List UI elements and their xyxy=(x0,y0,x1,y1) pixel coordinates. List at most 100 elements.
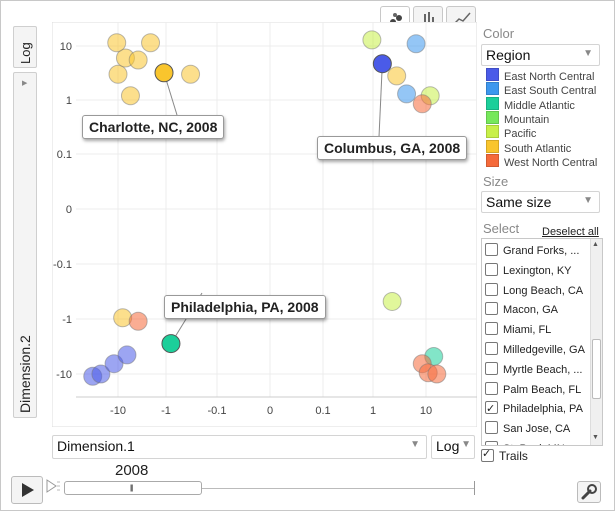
select-checkbox[interactable] xyxy=(485,399,498,419)
legend-item[interactable]: Mountain xyxy=(486,110,549,126)
select-list[interactable]: Grand Forks, ... Lexington, KY Long Beach,… xyxy=(481,238,603,446)
settings-button[interactable] xyxy=(577,481,601,503)
y-axis-label: Dimension.2 xyxy=(17,335,33,413)
callout-charlotte: Charlotte, NC, 2008 xyxy=(82,115,225,139)
x-axis-select[interactable]: Dimension.1 ▼ xyxy=(52,435,427,459)
trails-checkbox[interactable] xyxy=(481,447,494,462)
select-list-item[interactable]: Macon, GA xyxy=(482,300,590,320)
select-checkbox[interactable] xyxy=(485,302,498,316)
select-list-item[interactable]: Grand Forks, ... xyxy=(482,241,590,261)
select-item-label: Milledgeville, GA xyxy=(503,344,585,356)
play-button[interactable] xyxy=(11,476,43,504)
x-tick-label: -1 xyxy=(161,405,171,417)
data-point[interactable] xyxy=(362,30,382,50)
trails-toggle[interactable]: Trails xyxy=(481,447,528,463)
bubble-chart-plot[interactable]: -10 -1 -0.1 0 0.1 1 10 10 1 0.1 0 -0.1 -1 -10 xyxy=(52,22,477,427)
y-axis-dropdown-arrow-icon: ▶ xyxy=(22,80,28,87)
select-checkbox[interactable] xyxy=(485,243,498,256)
data-point[interactable] xyxy=(128,311,148,331)
data-point[interactable] xyxy=(91,364,111,384)
select-list-item[interactable]: Philadelphia, PA xyxy=(482,399,590,419)
select-list-item[interactable]: Long Beach, CA xyxy=(482,281,590,301)
grip-icon: ||| xyxy=(130,485,134,492)
legend-label: East North Central xyxy=(504,71,595,83)
data-point[interactable] xyxy=(120,86,140,106)
data-point[interactable] xyxy=(108,64,128,84)
select-list-item[interactable]: St. Paul, MN xyxy=(482,439,590,445)
select-checkbox[interactable] xyxy=(485,262,498,276)
speed-control[interactable] xyxy=(46,478,60,494)
x-tick-label: 1 xyxy=(370,405,376,417)
deselect-all-link[interactable]: Deselect all xyxy=(542,226,599,238)
plot-svg[interactable]: -10 -1 -0.1 0 0.1 1 10 10 1 0.1 0 -0.1 -1 -10 xyxy=(52,22,477,427)
scroll-thumb[interactable] xyxy=(592,339,601,399)
legend-item[interactable]: Middle Atlantic xyxy=(486,96,575,112)
scroll-down-icon[interactable]: ▼ xyxy=(592,434,599,441)
callout-philadelphia: Philadelphia, PA, 2008 xyxy=(164,295,326,319)
y-tick-label: 10 xyxy=(60,41,72,53)
select-checkbox[interactable] xyxy=(485,421,498,435)
legend-label: Middle Atlantic xyxy=(504,99,575,112)
select-checkbox[interactable] xyxy=(485,381,498,395)
data-point[interactable] xyxy=(372,54,392,74)
select-item-label: St. Paul, MN xyxy=(503,443,565,445)
data-point[interactable] xyxy=(382,291,402,311)
data-point[interactable] xyxy=(128,50,148,70)
size-select[interactable]: Same size ▼ xyxy=(481,191,600,213)
legend-item[interactable]: East North Central xyxy=(486,68,595,83)
size-select-value: Same size xyxy=(486,194,552,210)
data-point[interactable] xyxy=(181,64,201,84)
timeline-slider-handle[interactable]: ||| xyxy=(64,481,202,495)
data-point[interactable] xyxy=(161,334,181,354)
data-point[interactable] xyxy=(117,345,137,365)
select-checkbox[interactable] xyxy=(485,322,498,336)
select-list-item[interactable]: Palm Beach, FL xyxy=(482,380,590,400)
data-point[interactable] xyxy=(406,34,426,54)
legend-item[interactable]: Pacific xyxy=(486,125,536,140)
legend-item[interactable]: South Atlantic xyxy=(486,139,571,155)
legend-item[interactable]: West North Central xyxy=(486,153,597,169)
chevron-down-icon: ▼ xyxy=(410,439,420,450)
list-scrollbar[interactable]: ▲ ▼ xyxy=(590,239,602,445)
callout-columbus: Columbus, GA, 2008 xyxy=(317,136,468,160)
select-list-item[interactable]: San Jose, CA xyxy=(482,419,590,439)
legend-swatch xyxy=(486,139,499,153)
legend-swatch xyxy=(486,68,499,81)
data-point[interactable] xyxy=(412,94,432,114)
play-icon xyxy=(22,483,34,497)
scroll-up-icon[interactable]: ▲ xyxy=(592,241,599,248)
size-label: Size xyxy=(483,174,509,189)
select-checkbox[interactable] xyxy=(485,441,498,445)
select-item-label: Grand Forks, ... xyxy=(503,245,580,257)
select-list-item[interactable]: Miami, FL xyxy=(482,320,590,340)
data-point[interactable] xyxy=(154,63,174,83)
legend-swatch xyxy=(486,96,499,110)
data-point[interactable] xyxy=(141,33,161,53)
data-point[interactable] xyxy=(427,364,447,384)
data-point[interactable] xyxy=(107,33,127,53)
color-select[interactable]: Region ▼ xyxy=(481,44,600,66)
data-point[interactable] xyxy=(397,84,417,104)
y-axis-select[interactable]: ▶ Dimension.2 xyxy=(13,72,37,418)
chevron-down-icon: ▼ xyxy=(583,48,593,59)
data-point[interactable] xyxy=(113,308,133,328)
timeline-track[interactable] xyxy=(64,488,474,489)
legend-swatch xyxy=(486,125,499,139)
select-item-label: Philadelphia, PA xyxy=(503,403,583,416)
select-list-item[interactable]: Milledgeville, GA xyxy=(482,340,590,360)
y-tick-label: -0.1 xyxy=(53,259,72,271)
y-tick-label: 1 xyxy=(66,95,72,107)
x-tick-label: -0.1 xyxy=(208,405,227,417)
current-year: 2008 xyxy=(115,462,149,479)
select-checkbox[interactable] xyxy=(485,342,498,355)
select-list-item[interactable]: Lexington, KY xyxy=(482,261,590,281)
legend-item[interactable]: East South Central xyxy=(486,82,597,98)
select-list-item[interactable]: Myrtle Beach, ... xyxy=(482,360,590,380)
select-checkbox[interactable] xyxy=(485,361,498,375)
y-tick-label: -10 xyxy=(56,369,72,381)
y-log-toggle[interactable]: Log xyxy=(13,26,37,68)
data-point[interactable] xyxy=(387,66,407,86)
x-log-toggle[interactable]: Log ▼ xyxy=(431,435,475,459)
legend-label: East South Central xyxy=(504,85,597,98)
select-checkbox[interactable] xyxy=(485,282,498,296)
